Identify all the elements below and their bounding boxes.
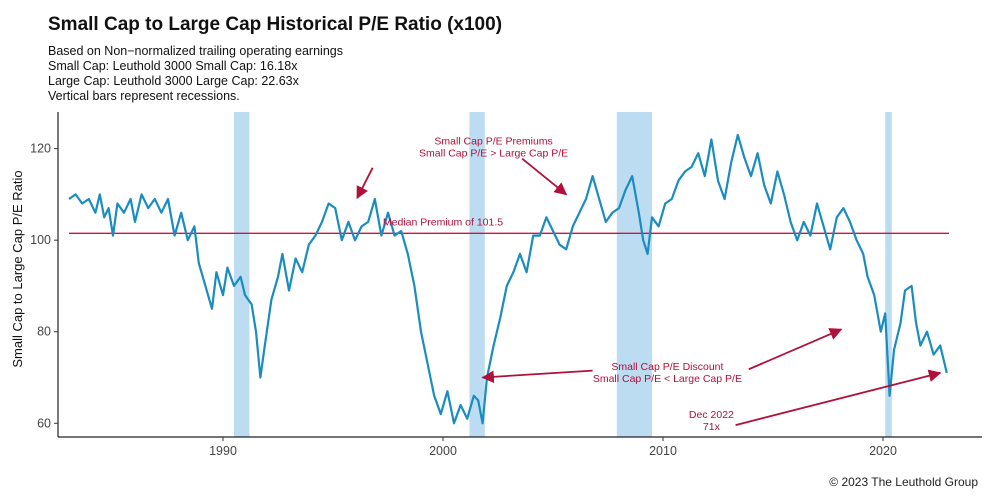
recession-bar [885,112,892,437]
annotation-text: Small Cap P/E > Large Cap P/E [419,147,568,159]
annotation-text: Small Cap P/E Premiums [434,136,552,148]
annotation-text: 71x [703,421,721,433]
annotation-text: Small Cap P/E < Large Cap P/E [593,373,742,385]
series-group [68,133,948,425]
y-tick-label: 100 [30,233,51,247]
recession-bar [616,112,652,437]
y-tick-label: 120 [30,142,51,156]
annotation-text: Median Premium of 101.5 [383,217,503,229]
subtitle-line: Large Cap: Leuthold 3000 Large Cap: 22.6… [48,74,299,88]
subtitle-line: Vertical bars represent recessions. [48,89,240,103]
annotation-text: Small Cap P/E Discount [611,361,723,373]
subtitle-line: Based on Non−normalized trailing operati… [48,44,343,58]
y-tick-label: 80 [37,325,51,339]
annotation-arrow [748,328,843,371]
axes: 60 80 100 120 1990 2000 2010 2020 [30,112,982,458]
annotation-arrow [481,369,593,384]
annotation-arrow [521,157,568,196]
copyright-credit: © 2023 The Leuthold Group [829,475,978,489]
x-tick-label: 2000 [429,444,457,458]
chart-subtitle: Based on Non−normalized trailing operati… [48,44,343,104]
x-tick-label: 2010 [649,444,677,458]
y-tick-label: 60 [37,416,51,430]
recession-bars [234,112,892,437]
annotation-text: Dec 2022 [689,409,734,421]
annotation-arrow [735,369,942,426]
subtitle-line: Small Cap: Leuthold 3000 Small Cap: 16.1… [48,59,298,73]
recession-bar [469,112,485,437]
chart-title: Small Cap to Large Cap Historical P/E Ra… [48,14,503,35]
x-tick-label: 2020 [869,444,897,458]
x-tick-label: 1990 [209,444,237,458]
y-axis-title: Small Cap to Large Cap P/E Ratio [10,170,25,367]
annotation-arrow [356,167,374,200]
series-line [68,133,948,425]
recession-bar [234,112,250,437]
